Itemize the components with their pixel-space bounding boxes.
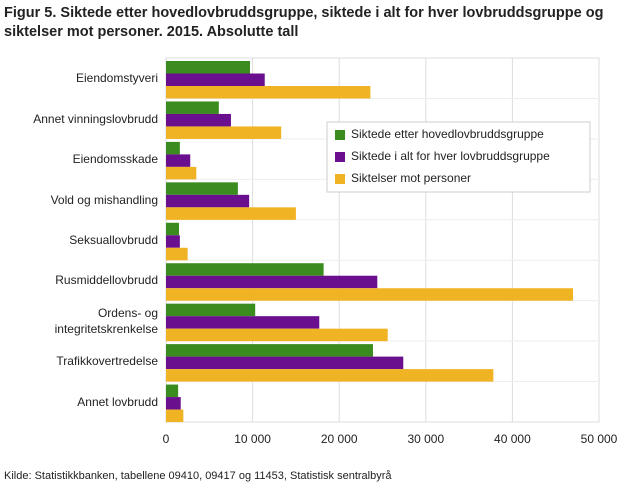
legend-swatch [335,174,345,184]
y-tick-label: Seksuallovbrudd [69,233,158,247]
legend [326,121,591,193]
bar [166,263,324,276]
y-tick-label: Ordens- og integritetskrenkelse [54,305,158,336]
chart-title: Figur 5. Siktede etter hovedlovbruddsgru… [4,5,604,40]
bar [166,397,181,410]
legend-label: Siktede i alt for hver lovbruddsgruppe [351,149,550,163]
source: Kilde: Statistikkbanken, tabellene 09410… [4,470,392,482]
x-tick-label: 40 000 [494,432,531,446]
bar [166,141,180,155]
y-tick-label: Annet vinningslovbrudd [33,111,158,126]
bar [166,369,494,382]
bar [166,113,231,127]
bar [166,166,197,180]
y-tick-label: Eiendomsskade [72,152,158,167]
bar [166,207,296,220]
x-tick-label: 10 000 [234,432,271,446]
bar [166,356,404,370]
y-tick-label: Vold og mishandling [50,192,158,207]
bar [166,101,219,114]
legend-label: Siktede etter hovedlovbruddsgruppe [351,127,544,141]
bar [166,384,179,398]
legend-swatch [335,130,345,140]
x-tick-label: 20 000 [321,432,358,446]
bar [166,316,320,329]
bar [166,303,256,317]
bar [166,344,373,357]
bar [166,235,180,248]
bar [166,126,282,139]
x-tick-label: 0 [163,432,170,446]
bar [166,73,265,86]
bar [166,182,238,195]
x-tick-label: 30 000 [407,432,444,446]
bar [166,328,388,342]
y-tick-label: Eiendomstyveri [75,71,158,86]
bar [166,288,574,301]
bar [166,222,179,236]
y-tick-label: Rusmiddellovbrudd [55,273,158,288]
bar [166,247,188,261]
bar [166,409,184,423]
bar [166,154,191,167]
bar [166,86,371,99]
bar [166,61,251,74]
y-tick-label: Annet lovbrudd [77,394,158,409]
legend-swatch [335,152,345,162]
legend-label: Siktelser mot personer [351,171,471,185]
y-tick-label: Trafikkovertredelse [56,354,158,369]
x-tick-label: 50 000 [581,432,618,446]
bar [166,275,378,289]
bar [166,194,250,208]
